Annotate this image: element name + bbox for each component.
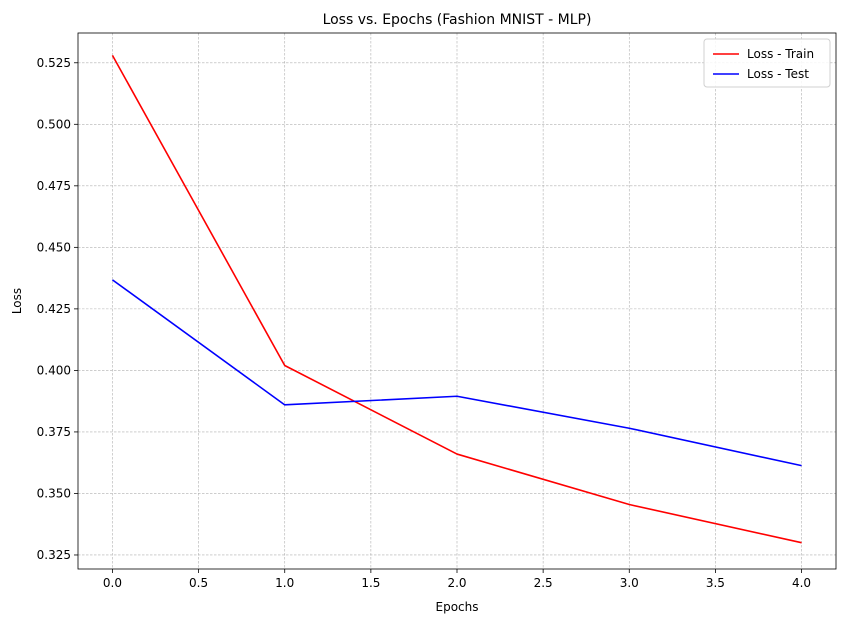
y-tick-label: 0.450 [37,240,71,254]
series-line-train [111,55,802,544]
y-tick-label: 0.525 [37,56,71,70]
x-tick-label: 3.0 [620,576,639,590]
chart-title: Loss vs. Epochs (Fashion MNIST - MLP) [323,12,592,28]
series-line-test [111,279,802,467]
y-tick-label: 0.400 [37,363,71,377]
x-tick-label: 0.5 [189,576,208,590]
y-tick-label: 0.350 [37,486,71,500]
y-tick-label: 0.475 [37,179,71,193]
legend-label: Loss - Train [747,47,814,61]
legend-box [703,38,831,88]
x-tick-label: 1.0 [275,576,294,590]
x-tick-label: 1.5 [361,576,380,590]
grid-lines [78,33,836,569]
series-lines [111,55,802,544]
y-tick-label: 0.425 [37,302,71,316]
legend: Loss - Train Loss - Test [703,38,831,88]
x-tick-label: 3.5 [706,576,725,590]
y-tick-label: 0.325 [37,548,71,562]
x-axis-label: Epochs [436,600,479,614]
y-axis-ticks: 0.325 0.350 0.375 0.400 0.425 0.450 0.475 0.500… [37,56,78,562]
x-tick-label: 0.0 [103,576,122,590]
legend-label: Loss - Test [747,67,809,81]
x-axis-ticks: 0.0 0.5 1.0 1.5 2.0 2.5 3.0 3.5 4.0 [103,569,811,590]
y-tick-label: 0.500 [37,117,71,131]
y-axis-label: Loss [10,288,24,314]
x-tick-label: 2.5 [534,576,553,590]
x-tick-label: 2.0 [447,576,466,590]
y-tick-label: 0.375 [37,425,71,439]
x-tick-label: 4.0 [792,576,811,590]
